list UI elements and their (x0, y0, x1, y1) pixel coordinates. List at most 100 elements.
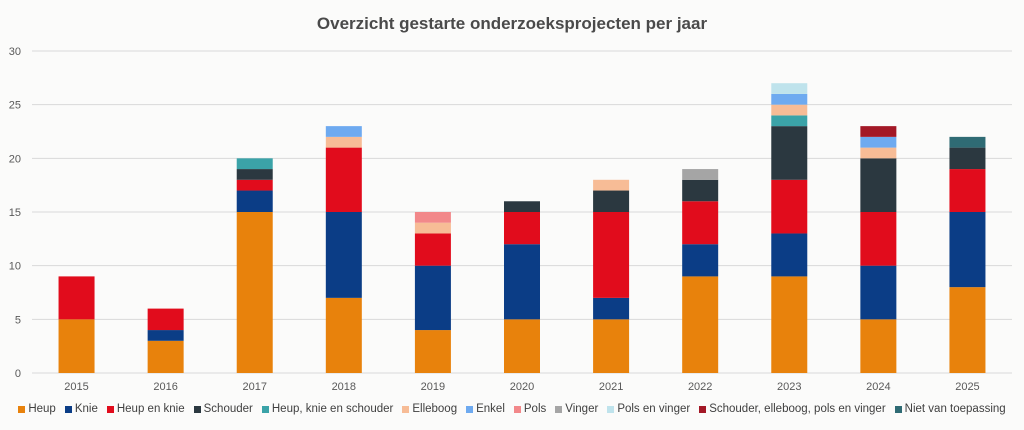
x-tick-label: 2021 (599, 381, 623, 393)
bar-segment (325, 212, 362, 298)
y-tick-label: 30 (9, 46, 21, 58)
bar-segment (236, 212, 273, 373)
bar-segment (771, 93, 808, 105)
legend-item: Schouder, elleboog, pols en vinger (699, 403, 886, 415)
legend-label: Heup, knie en schouder (271, 403, 394, 415)
legend-label: Pols en vinger (617, 403, 691, 415)
legend-label: Vinger (565, 403, 599, 415)
x-tick-label: 2015 (64, 381, 88, 393)
bar-segment (682, 201, 719, 245)
bar-segment (771, 115, 808, 127)
legend-swatch (64, 405, 72, 413)
x-tick-label: 2024 (866, 381, 890, 393)
legend-item: Enkel (466, 403, 505, 415)
bar-segment (58, 319, 95, 373)
bar-segment (325, 136, 362, 148)
legend-swatch (402, 405, 410, 413)
bar-segment (593, 179, 630, 191)
legend-item: Niet van toepassing (894, 403, 1006, 415)
bar-segment (949, 136, 986, 148)
bar-segment (414, 265, 451, 331)
y-tick-label: 25 (9, 100, 21, 112)
bar-segment (949, 212, 986, 288)
bar-segment (236, 179, 273, 191)
legend-swatch (513, 405, 521, 413)
x-tick-label: 2023 (777, 381, 801, 393)
bar-segment (147, 330, 184, 341)
bar-segment (682, 169, 719, 180)
bar-segment (860, 126, 897, 137)
bar-segment (771, 276, 808, 373)
bar-segment (682, 244, 719, 277)
bar-segment (860, 265, 897, 320)
bar-segment (325, 126, 362, 137)
legend-label: Knie (74, 403, 98, 415)
legend-swatch (894, 405, 902, 413)
x-tick-label: 2019 (421, 381, 445, 393)
bar-segment (860, 158, 897, 212)
bar-segment (147, 340, 184, 373)
legend-label: Schouder (203, 403, 253, 415)
bar-segment (236, 190, 273, 212)
bar-segment (147, 308, 184, 331)
bar-segment (860, 147, 897, 159)
legend-swatch (555, 405, 563, 413)
bar-segment (504, 201, 540, 212)
legend-item: Heup (18, 403, 56, 415)
bar-segment (593, 190, 630, 212)
legend-label: Heup en knie (116, 403, 185, 415)
legend-label: Schouder, elleboog, pols en vinger (709, 403, 886, 415)
bar-segment (771, 104, 808, 116)
bar-segment (414, 212, 451, 223)
y-tick-label: 10 (9, 261, 21, 273)
legend-item: Pols en vinger (607, 403, 690, 415)
x-tick-label: 2017 (242, 381, 266, 393)
bar-segment (682, 276, 719, 373)
x-tick-label: 2016 (153, 381, 177, 393)
legend-swatch (607, 405, 615, 413)
y-tick-label: 20 (9, 153, 21, 165)
legend-swatch (466, 405, 474, 413)
bar-segment (949, 287, 986, 373)
bar-segment (949, 147, 986, 170)
legend-item: Schouder (193, 403, 253, 415)
legend-item: Heup en knie (106, 403, 185, 415)
legend-item: Elleboog (402, 403, 457, 415)
x-tick-label: 2020 (510, 381, 534, 393)
bar-segment (860, 319, 897, 373)
bar-segment (949, 169, 986, 212)
y-tick-label: 0 (15, 368, 21, 380)
bar-segment (682, 179, 719, 202)
bar-segment (58, 276, 95, 320)
legend-label: Elleboog (412, 403, 458, 415)
legend-swatch (18, 405, 26, 413)
bar-segment (414, 330, 451, 373)
chart-title: Overzicht gestarte onderzoeksprojecten p… (316, 14, 708, 33)
legend-item: Heup, knie en schouder (261, 403, 394, 415)
bar-segment (504, 244, 540, 320)
y-tick-label: 5 (15, 314, 21, 326)
legend-label: Enkel (476, 403, 505, 415)
bar-segment (504, 319, 540, 373)
bar-segment (504, 212, 540, 245)
bar-segment (860, 212, 897, 266)
y-tick-label: 15 (9, 207, 21, 219)
legend-swatch (261, 405, 269, 413)
bar-segment (414, 233, 451, 266)
legend-label: Heup (28, 403, 56, 415)
legend-item: Knie (64, 403, 98, 415)
bar-segment (593, 212, 630, 298)
legend-swatch (193, 405, 201, 413)
bar-segment (771, 83, 808, 94)
bar-segment (325, 297, 362, 373)
bar-segment (325, 147, 362, 212)
x-tick-label: 2018 (332, 381, 356, 393)
legend: Heup Knie Heup en knie Schouder Heup, knie e… (0, 403, 1024, 415)
bar-segment (771, 179, 808, 234)
legend-swatch (699, 405, 707, 413)
bar-segment (236, 158, 273, 170)
bar-segment (236, 169, 273, 180)
legend-swatch (106, 405, 114, 413)
